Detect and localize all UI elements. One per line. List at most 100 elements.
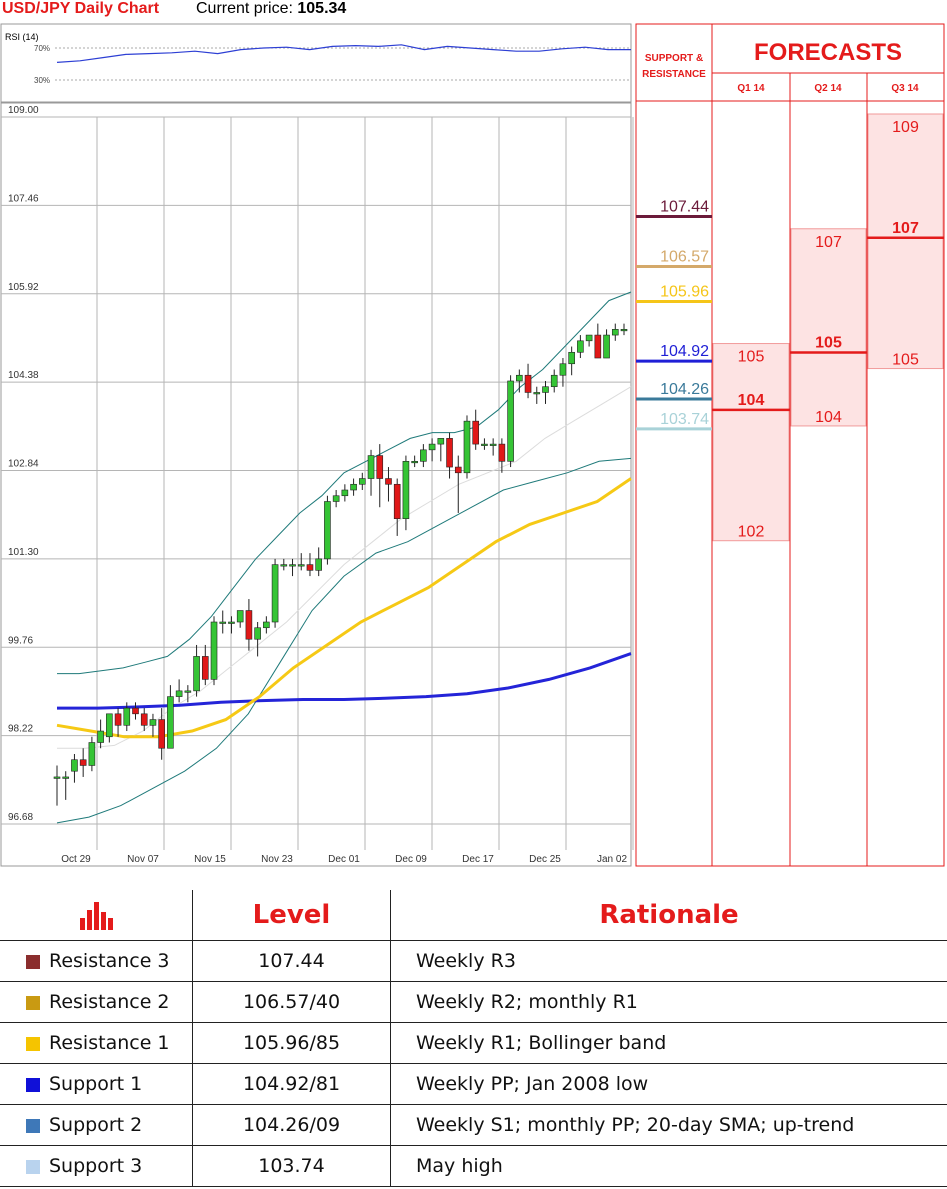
candle-body bbox=[306, 564, 314, 571]
candle-body bbox=[611, 329, 619, 336]
x-tick-label: Nov 15 bbox=[194, 854, 226, 865]
forecast-panel: 105 104 102 107 105 104 109 107 105 FORECASTS SU… bbox=[635, 23, 945, 867]
candle-body bbox=[481, 443, 488, 446]
sr-level-label: 104.26 bbox=[660, 381, 709, 398]
bollinger-upper-line bbox=[57, 291, 632, 675]
quarter-q1-label: Q1 14 bbox=[737, 83, 765, 94]
sr-label-line2: RESISTANCE bbox=[642, 69, 706, 80]
sr-levels: 107.44 106.57 105.96 104.92 104.26 103.74 bbox=[636, 199, 712, 431]
x-tick-label: Dec 17 bbox=[462, 854, 494, 865]
rsi-frame bbox=[0, 23, 632, 103]
level-name-cell: Support 1 bbox=[0, 1063, 193, 1105]
candle-body bbox=[315, 558, 322, 571]
table-body: Resistance 3 107.44 Weekly R3 Resistance 2 1… bbox=[0, 940, 947, 1187]
candle-body bbox=[297, 564, 305, 567]
x-tick-label: Dec 01 bbox=[328, 854, 360, 865]
candle-body bbox=[393, 483, 401, 520]
y-tick-label: 96.68 bbox=[8, 812, 33, 823]
chart-area: RSI (14) 70% 30% 109.00 107.46 105.92 104.3… bbox=[0, 23, 945, 867]
y-axis-ticks: 109.00 107.46 105.92 104.38 102.84 101.30 99.7… bbox=[8, 105, 39, 823]
level-color-swatch bbox=[26, 954, 40, 969]
level-rationale: Weekly R2; monthly R1 bbox=[390, 981, 947, 1023]
rsi-panel: RSI (14) 70% 30% bbox=[0, 23, 632, 103]
candle-body bbox=[463, 420, 471, 474]
forecast-mid-label: 104 bbox=[738, 392, 765, 409]
quarter-q3-label: Q3 14 bbox=[891, 83, 919, 94]
forecast-high-label: 109 bbox=[892, 119, 919, 136]
quarter-q2-label: Q2 14 bbox=[814, 83, 842, 94]
chart-title: USD/JPY Daily Chart bbox=[2, 0, 160, 17]
x-tick-label: Nov 23 bbox=[261, 854, 293, 865]
forecast-low-label: 105 bbox=[892, 352, 919, 369]
candle-body bbox=[559, 363, 567, 376]
candle-body bbox=[167, 696, 174, 749]
forecast-low-label: 102 bbox=[738, 524, 765, 541]
levels-table: Level Rationale Resistance 3 107.44 Weekly… bbox=[0, 890, 947, 1187]
candle-body bbox=[271, 564, 279, 623]
rsi-70-label: 70% bbox=[34, 44, 50, 53]
x-axis-ticks: Oct 29 Nov 07 Nov 15 Nov 23 Dec 01 Dec 09 Dec … bbox=[61, 854, 627, 865]
forecast-band bbox=[712, 343, 790, 542]
y-tick-label: 104.38 bbox=[8, 370, 39, 381]
sr-level-label: 103.74 bbox=[660, 411, 709, 428]
candle-body bbox=[175, 690, 183, 697]
candle-body bbox=[88, 742, 96, 766]
y-tick-label: 99.76 bbox=[8, 635, 33, 646]
candle-body bbox=[620, 329, 628, 332]
candle-body bbox=[140, 713, 148, 726]
level-name: Resistance 3 bbox=[49, 950, 170, 972]
candle-body bbox=[472, 420, 480, 445]
candle-body bbox=[324, 501, 331, 560]
candle-body bbox=[550, 374, 558, 388]
level-name-cell: Resistance 2 bbox=[0, 981, 193, 1023]
table-header-icon-cell bbox=[0, 890, 193, 941]
candle-body bbox=[228, 621, 235, 624]
candle-body bbox=[114, 713, 122, 726]
level-value: 103.74 bbox=[192, 1145, 391, 1187]
level-name-cell: Support 2 bbox=[0, 1104, 193, 1146]
level-color-swatch bbox=[26, 1077, 40, 1092]
y-tick-label: 107.46 bbox=[8, 193, 39, 204]
candle-body bbox=[350, 483, 357, 491]
candle-body bbox=[376, 455, 384, 479]
candle-body bbox=[254, 627, 261, 640]
table-row: Support 3 103.74 May high bbox=[0, 1145, 947, 1187]
level-value: 107.44 bbox=[192, 940, 391, 982]
candle-body bbox=[577, 340, 584, 353]
level-name-cell: Resistance 3 bbox=[0, 940, 193, 982]
candle-body bbox=[263, 621, 270, 629]
candle-body bbox=[603, 334, 610, 359]
forecast-mid-label: 105 bbox=[815, 335, 842, 352]
candle-body bbox=[446, 438, 453, 468]
level-rationale: Weekly R1; Bollinger band bbox=[390, 1022, 947, 1064]
y-tick-label: 98.22 bbox=[8, 724, 33, 735]
y-tick-label: 105.92 bbox=[8, 282, 39, 293]
candle-body bbox=[533, 392, 541, 395]
rsi-30-label: 30% bbox=[34, 76, 50, 85]
candle-body bbox=[79, 759, 87, 766]
candle-body bbox=[132, 707, 139, 715]
sr-label-line1: SUPPORT & bbox=[645, 53, 703, 64]
candle-body bbox=[428, 443, 436, 451]
level-color-swatch bbox=[26, 1036, 40, 1051]
sr-level-label: 104.92 bbox=[660, 343, 709, 360]
candle-body bbox=[367, 455, 375, 479]
candle-body bbox=[498, 443, 506, 462]
candle-body bbox=[359, 478, 366, 485]
forecast-band bbox=[867, 113, 944, 370]
level-color-swatch bbox=[26, 1118, 40, 1133]
sma-blue-line bbox=[57, 652, 632, 710]
candle-body bbox=[341, 489, 349, 497]
level-rationale: Weekly S1; monthly PP; 20-day SMA; up-tr… bbox=[390, 1104, 947, 1146]
forecast-band bbox=[790, 228, 867, 427]
candle-body bbox=[402, 461, 410, 520]
level-color-swatch bbox=[26, 995, 40, 1010]
candle-body bbox=[201, 656, 209, 680]
candle-body bbox=[149, 719, 157, 726]
candle-body bbox=[106, 713, 113, 738]
level-rationale: Weekly R3 bbox=[390, 940, 947, 982]
candle-body bbox=[454, 466, 462, 474]
table-row: Resistance 3 107.44 Weekly R3 bbox=[0, 940, 947, 982]
x-tick-label: Nov 07 bbox=[127, 854, 159, 865]
table-header-row: Level Rationale bbox=[0, 890, 947, 941]
